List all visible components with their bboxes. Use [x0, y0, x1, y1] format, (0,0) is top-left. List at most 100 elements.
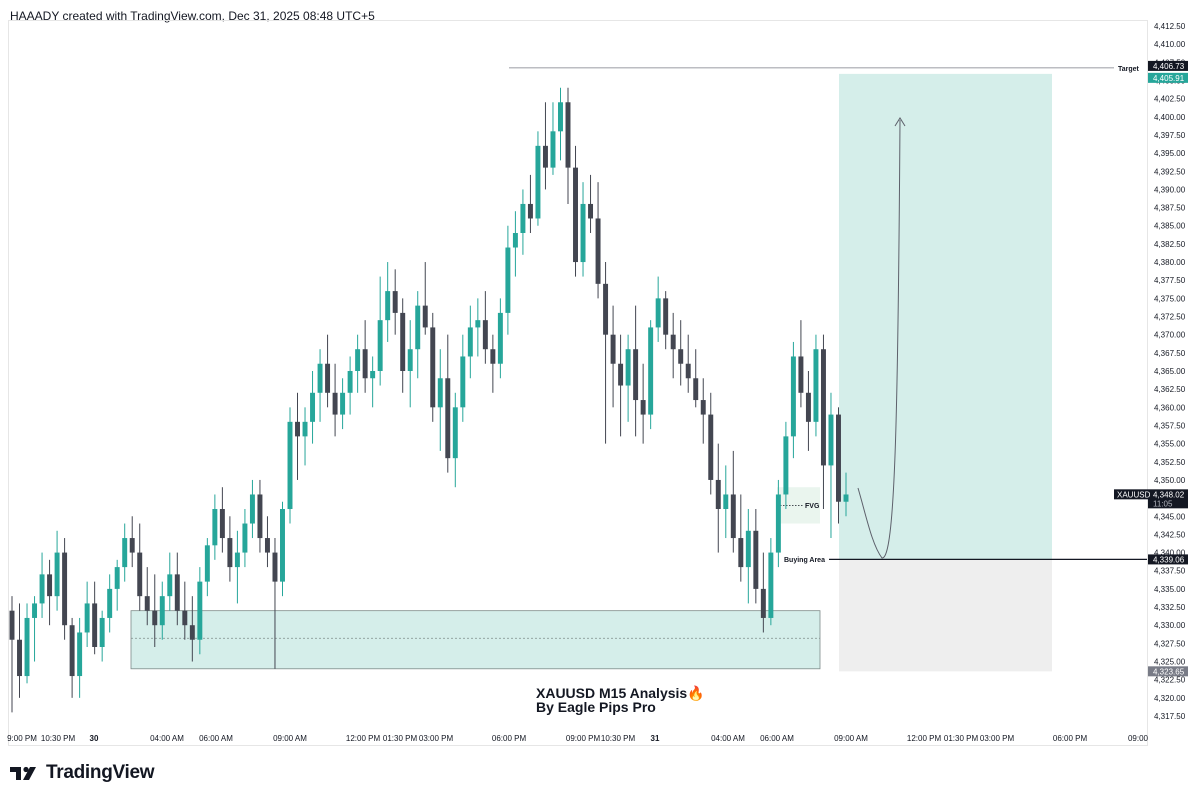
candle-body — [843, 494, 849, 502]
candle-body — [92, 603, 98, 647]
candle-body — [445, 378, 451, 459]
countdown-label: 11:05 — [1153, 499, 1173, 508]
candle-body — [84, 603, 90, 633]
time-axis: 9:00 PM 10:30 PM 30 04:00 AM 06:00 AM 09:00 A… — [7, 734, 1148, 743]
candle-body — [234, 552, 240, 568]
candle-body — [685, 363, 691, 379]
candle-body — [69, 625, 75, 677]
candle-body — [730, 494, 736, 539]
candle-body — [47, 574, 53, 597]
candle-body — [129, 538, 135, 553]
x-tick-label: 09:00 PM — [566, 734, 601, 743]
candle-body — [174, 574, 180, 611]
y-tick-label: 4,412.50 — [1154, 22, 1186, 31]
candle-body — [159, 596, 165, 626]
projection-path — [857, 119, 901, 559]
candle-body — [558, 102, 563, 132]
x-tick-label: 10:30 PM — [601, 734, 636, 743]
candle-body — [137, 552, 143, 597]
candle-body — [475, 320, 481, 328]
y-tick-label: 4,390.00 — [1154, 185, 1186, 194]
x-tick-label: 09:00 — [1128, 734, 1149, 743]
x-tick-label: 12:00 PM — [346, 734, 381, 743]
candle-body — [39, 574, 45, 604]
chart-frame[interactable] — [8, 20, 1148, 746]
x-tick-label: 06:00 PM — [1053, 734, 1088, 743]
x-tick-label: 30 — [90, 734, 99, 743]
y-tick-label: 4,367.50 — [1154, 349, 1186, 358]
y-tick-label: 4,380.00 — [1154, 258, 1186, 267]
candle-body — [678, 349, 684, 364]
y-tick-label: 4,342.50 — [1154, 530, 1186, 539]
candle-body — [805, 392, 811, 422]
candle-body — [497, 312, 503, 364]
candle-body — [99, 617, 105, 647]
candle-body — [340, 392, 346, 415]
candle-body — [204, 545, 210, 582]
candle-body — [723, 494, 729, 509]
candle-body — [708, 414, 714, 480]
candle-body — [144, 596, 150, 611]
candle-body — [603, 283, 609, 335]
candle-body — [9, 610, 15, 640]
drawings-layer: Target Buying Area — [509, 66, 1147, 564]
candle-body — [385, 291, 391, 321]
projection-arrowhead — [894, 117, 906, 127]
y-tick-label: 4,330.00 — [1154, 621, 1186, 630]
candle-body — [520, 203, 526, 233]
candle-body — [317, 363, 323, 393]
y-tick-label: 4,377.50 — [1154, 276, 1186, 285]
y-tick-label: 4,340.00 — [1154, 549, 1186, 558]
y-tick-label: 4,355.00 — [1154, 440, 1186, 449]
candle-body — [693, 378, 699, 401]
x-tick-label: 06:00 PM — [492, 734, 527, 743]
candle-body — [700, 400, 706, 415]
candle-body — [580, 203, 586, 263]
target-label: Target — [1118, 66, 1140, 73]
candle-body — [813, 349, 819, 422]
candle-body — [295, 421, 300, 437]
candle-body — [550, 131, 556, 168]
y-tick-label: 4,350.00 — [1154, 476, 1186, 485]
y-tick-label: 4,370.00 — [1154, 331, 1186, 340]
candle-body — [212, 509, 218, 546]
candle-body — [437, 378, 443, 408]
candle-body — [490, 349, 496, 364]
y-tick-label: 4,352.50 — [1154, 458, 1186, 467]
x-tick-label: 04:00 AM — [150, 734, 184, 743]
candle-body — [655, 298, 661, 328]
candle-body — [377, 320, 383, 371]
candle-body — [107, 588, 113, 618]
candle-body — [828, 414, 834, 466]
candle-body — [152, 610, 158, 626]
y-tick-label: 4,345.00 — [1154, 512, 1186, 521]
candles-layer — [9, 87, 849, 713]
candle-body — [768, 552, 774, 618]
candle-body — [640, 400, 646, 415]
target-zone-price-label: 4,405.91 — [1153, 74, 1185, 83]
x-tick-label: 31 — [651, 734, 660, 743]
x-tick-label: 01:30 PM — [383, 734, 418, 743]
candle-body — [670, 334, 676, 350]
candle-body — [790, 356, 796, 437]
y-tick-label: 4,362.50 — [1154, 385, 1186, 394]
zones-layer: FVG — [130, 73, 1052, 672]
candle-body — [625, 349, 631, 386]
candle-body — [798, 356, 804, 393]
x-tick-label: 04:00 AM — [711, 734, 745, 743]
candle-body — [422, 305, 428, 328]
buy-label: Buying Area — [784, 557, 825, 564]
candle-body — [392, 291, 398, 313]
candle-body — [753, 530, 759, 589]
x-tick-label: 09:00 AM — [273, 734, 307, 743]
y-tick-label: 4,397.50 — [1154, 131, 1186, 140]
candle-body — [610, 334, 616, 364]
x-tick-label: 09:00 AM — [834, 734, 868, 743]
candle-body — [332, 392, 338, 415]
stop-price-label-bg — [1148, 666, 1188, 677]
candle-body — [249, 494, 255, 524]
y-tick-label: 4,375.00 — [1154, 294, 1186, 303]
y-tick-label: 4,410.00 — [1154, 40, 1186, 49]
chart-attribution: HAAADY created with TradingView.com, Dec… — [10, 9, 375, 23]
